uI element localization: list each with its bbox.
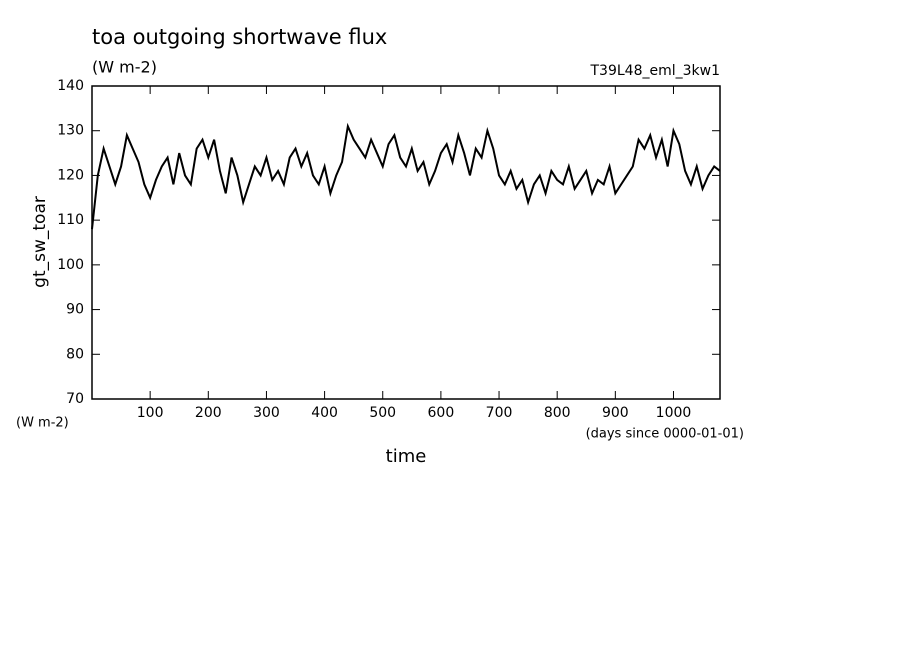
- y-axis-label: gt_sw_toar: [30, 196, 50, 288]
- x-unit: (days since 0000-01-01): [586, 427, 744, 442]
- y-unit: (W m-2): [16, 416, 69, 431]
- x-tick-label: 100: [137, 405, 164, 421]
- y-tick-label: 140: [57, 78, 84, 94]
- x-tick-label: 700: [486, 405, 513, 421]
- data-line: [91, 122, 721, 230]
- x-tick-label: 600: [428, 405, 455, 421]
- y-tick-label: 90: [66, 302, 84, 318]
- y-tick-label: 120: [57, 167, 84, 183]
- x-tick-label: 500: [369, 405, 396, 421]
- x-tick-label: 200: [195, 405, 222, 421]
- y-tick-label: 100: [57, 257, 84, 273]
- y-tick-label: 110: [57, 212, 84, 228]
- y-tick-label: 130: [57, 123, 84, 139]
- x-axis-label: time: [386, 446, 427, 467]
- plot-frame: [91, 85, 721, 400]
- x-tick-label: 800: [544, 405, 571, 421]
- y-tick-label: 70: [66, 391, 84, 407]
- subtitle: (W m-2): [92, 58, 157, 77]
- y-tick-label: 80: [66, 346, 84, 362]
- chart-title: toa outgoing shortwave flux: [92, 25, 387, 49]
- x-tick-label: 900: [602, 405, 629, 421]
- x-tick-label: 1000: [656, 405, 692, 421]
- x-tick-label: 400: [311, 405, 338, 421]
- annotation: T39L48_eml_3kw1: [590, 63, 721, 79]
- x-tick-label: 300: [253, 405, 280, 421]
